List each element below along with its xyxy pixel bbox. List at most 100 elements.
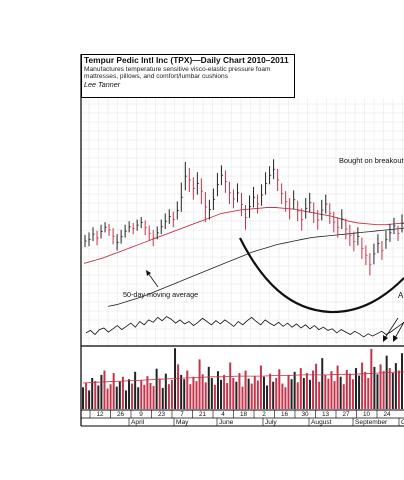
- volume-bar: [207, 366, 210, 409]
- volume-bar: [121, 376, 124, 409]
- volume-bar: [336, 365, 339, 409]
- volume-bar: [327, 378, 330, 409]
- month-label: April: [131, 419, 145, 426]
- volume-bar: [272, 381, 275, 409]
- volume-bar: [299, 368, 302, 409]
- moving-average-arrow: [147, 272, 159, 288]
- volume-bar: [115, 386, 118, 409]
- volume-bar: [128, 379, 131, 409]
- volume-bar: [373, 366, 376, 409]
- volume-bars: [82, 348, 403, 409]
- company-description: Manufactures temperature sensitive visco…: [84, 65, 271, 81]
- cup-pattern-curve: [239, 237, 404, 314]
- ma200-layer: [107, 227, 404, 307]
- volume-bar: [266, 385, 269, 409]
- volume-bar: [342, 384, 345, 409]
- volume-bar: [149, 382, 152, 409]
- volume-bar: [177, 364, 180, 409]
- volume-bar: [232, 378, 235, 409]
- volume-bar: [382, 371, 385, 409]
- volume-bar: [170, 379, 173, 409]
- volume-bar: [226, 382, 229, 409]
- date-tick-label: 13: [322, 411, 330, 418]
- volume-bar: [235, 381, 238, 409]
- month-label: O: [401, 419, 404, 426]
- moving-average-arrowhead: [146, 270, 151, 276]
- pointer-arrowhead-1: [393, 335, 398, 342]
- volume-bar: [161, 387, 164, 409]
- volume-bar: [195, 381, 198, 409]
- month-axis: April May June July August September O: [128, 418, 404, 426]
- date-tick-label: 27: [342, 411, 350, 418]
- volume-bar: [339, 376, 342, 409]
- volume-bar: [152, 386, 155, 409]
- ma200-line: [107, 227, 404, 307]
- volume-bar: [269, 373, 272, 409]
- pointer-arrow-1: [394, 321, 404, 339]
- volume-bar: [210, 378, 213, 409]
- volume-bar: [94, 381, 97, 409]
- volume-bar: [192, 376, 195, 409]
- volume-bar: [354, 368, 357, 409]
- date-tick-label: 26: [117, 411, 125, 418]
- date-tick-label: 4: [221, 411, 225, 418]
- volume-bar: [394, 363, 397, 409]
- volume-bar: [131, 383, 134, 409]
- volume-bar: [385, 355, 388, 409]
- date-tick-label: 30: [301, 411, 309, 418]
- volume-bar: [213, 384, 216, 409]
- chart-title-box: Tempur Pedic Intl Inc (TPX)—Daily Chart …: [81, 54, 295, 98]
- volume-bar: [85, 382, 88, 409]
- volume-bar: [158, 378, 161, 409]
- volume-bar: [137, 387, 140, 409]
- date-tick-label: 21: [199, 411, 207, 418]
- volume-bar: [140, 380, 143, 409]
- volume-bar: [348, 373, 351, 409]
- date-tick-label: 16: [281, 411, 289, 418]
- volume-bar: [134, 371, 137, 409]
- date-tick-label: 10: [363, 411, 371, 418]
- volume-bar: [367, 378, 370, 409]
- volume-bar: [155, 368, 158, 409]
- volume-bar: [358, 375, 361, 409]
- volume-bar: [229, 362, 232, 409]
- volume-bar: [324, 374, 327, 409]
- volume-bar: [198, 359, 201, 409]
- volume-bar: [146, 376, 149, 409]
- volume-bar: [216, 371, 219, 409]
- date-tick-label: 12: [96, 411, 104, 418]
- date-tick-label: 2: [262, 411, 266, 418]
- volume-bar: [241, 386, 244, 409]
- chart-author: Lee Tanner: [84, 79, 121, 89]
- volume-bar: [330, 371, 333, 409]
- date-tick-label: 24: [383, 411, 391, 418]
- moving-average-label: 50-day moving average: [123, 290, 198, 299]
- month-label: August: [311, 419, 332, 426]
- volume-bar: [321, 358, 324, 409]
- volume-bar: [112, 373, 115, 409]
- volume-bar: [379, 364, 382, 409]
- volume-bar: [100, 374, 103, 409]
- date-tick-label: 23: [158, 411, 166, 418]
- volume-average-line: [82, 371, 404, 384]
- volume-bar: [106, 388, 109, 409]
- volume-bar: [364, 371, 367, 409]
- grid: [81, 98, 404, 346]
- volume-bar: [118, 381, 121, 409]
- volume-bar: [376, 374, 379, 409]
- breakout-label: Bought on breakout: [339, 156, 404, 165]
- volume-bar: [180, 374, 183, 409]
- volume-bar: [204, 382, 207, 409]
- volume-bar: [247, 378, 250, 409]
- date-tick-label: 7: [180, 411, 184, 418]
- volume-bar: [361, 362, 364, 409]
- month-label: May: [176, 419, 189, 426]
- volume-bar: [164, 373, 167, 409]
- date-axis: 12 26 9 23 7 21 4 18 2 16 30 13 27 10 24: [89, 410, 391, 418]
- pointer-arrow-2: [384, 317, 399, 339]
- volume-bar: [305, 373, 308, 409]
- volume-bar: [259, 365, 262, 409]
- volume-bar: [397, 370, 400, 409]
- volume-bar: [262, 376, 265, 409]
- price-bars: [84, 159, 404, 276]
